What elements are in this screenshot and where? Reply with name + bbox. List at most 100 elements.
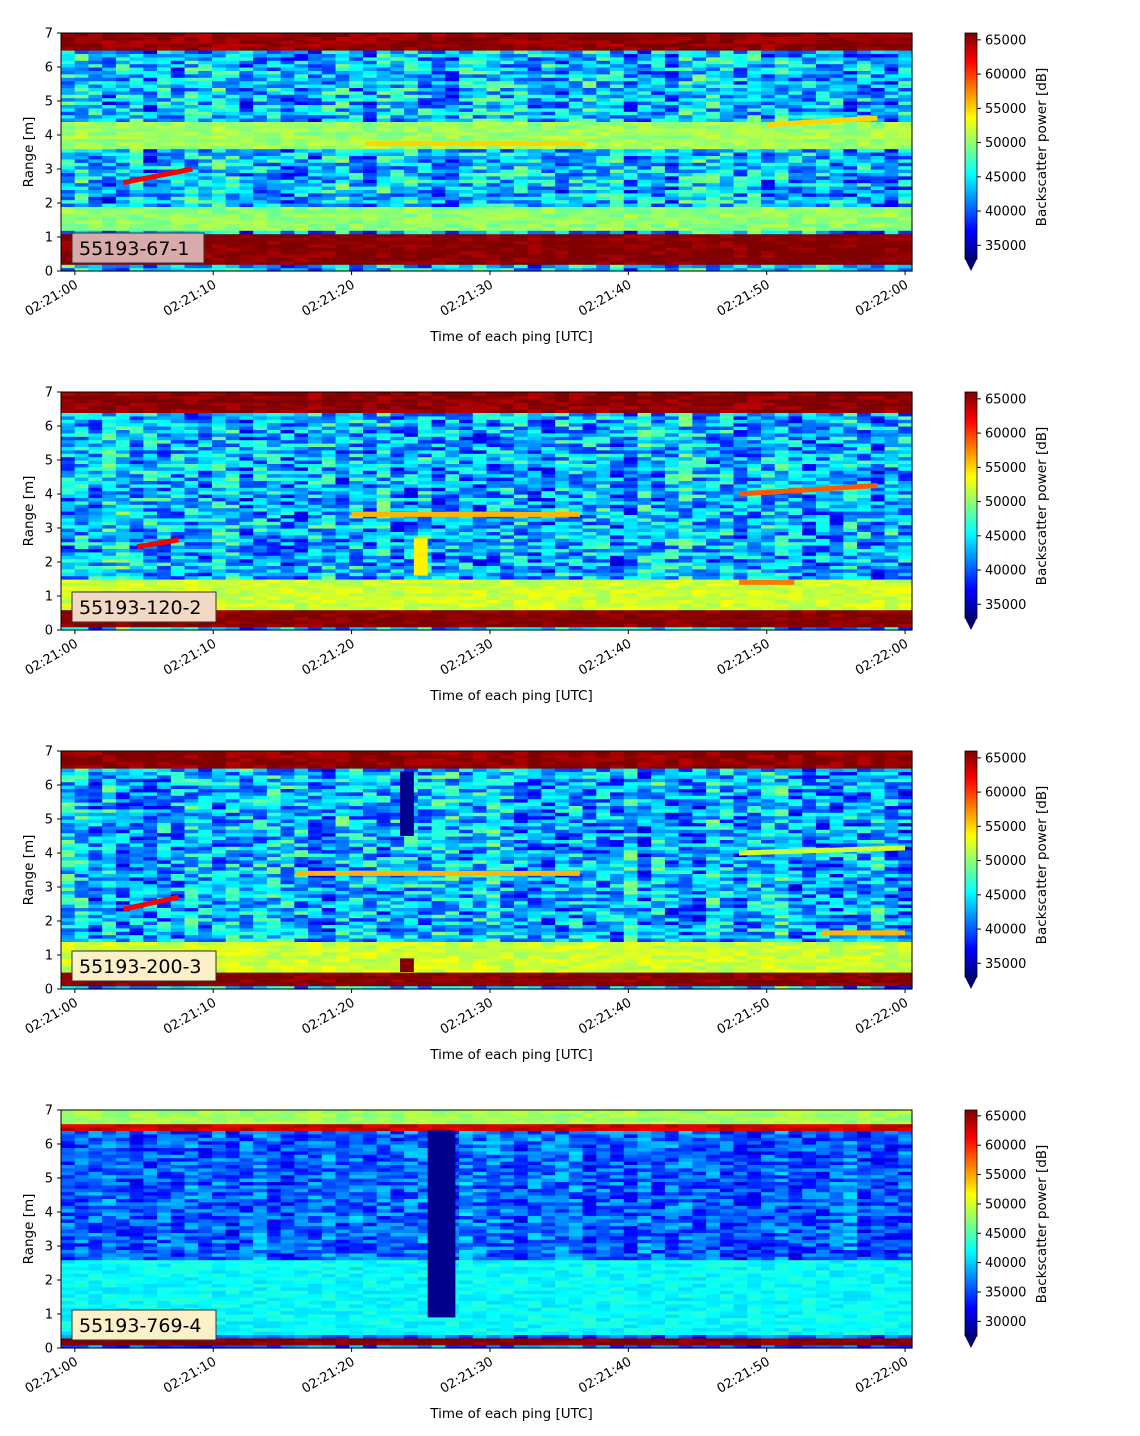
echo-trace-5 xyxy=(136,537,180,550)
colorbar-tick-label: 55000 xyxy=(985,102,1026,117)
y-tick-label: 6 xyxy=(45,1138,53,1153)
echo-trace-7 xyxy=(766,115,878,128)
plot-frame xyxy=(60,32,913,272)
colorbar-tick-label: 55000 xyxy=(985,820,1026,835)
x-axis-label: Time of each ping [UTC] xyxy=(429,1047,593,1063)
echo-column-9 xyxy=(400,958,414,972)
heatmap-cells xyxy=(61,392,913,631)
heatmap-cells xyxy=(61,33,913,272)
y-tick-label: 7 xyxy=(45,27,53,42)
x-tick-label: 02:21:00 xyxy=(23,636,81,678)
y-tick-label: 1 xyxy=(45,1308,53,1323)
colorbar-tick-label: 55000 xyxy=(985,1168,1026,1183)
colorbar-tick-label: 35000 xyxy=(985,239,1026,254)
x-tick-label: 02:21:30 xyxy=(438,995,496,1037)
x-tick-label: 02:21:50 xyxy=(715,636,773,678)
colorbar-tick-label: 60000 xyxy=(985,1139,1026,1154)
x-tick-label: 02:21:50 xyxy=(715,995,773,1037)
heatmap-panel-4: 0 1 2 3 4 5 6 7 02:21:00 02:21:10 02:21:20 02:21:30… xyxy=(21,1104,1050,1423)
badge-box xyxy=(71,950,217,982)
colorbar: 30000 35000 40000 45000 50000 55000 60000 65000… xyxy=(964,1109,1050,1348)
y-tick-label: 0 xyxy=(45,983,53,998)
badge-label: 55193-769-4 xyxy=(79,1315,202,1337)
y-tick-label: 3 xyxy=(45,1240,53,1255)
colorbar-tick-label: 55000 xyxy=(985,461,1026,476)
echo-trace-6 xyxy=(738,483,878,497)
x-axis-label: Time of each ping [UTC] xyxy=(429,329,593,345)
colorbar-tick-label: 50000 xyxy=(985,1197,1026,1212)
colorbar-extend-arrow xyxy=(965,618,977,630)
colorbar-tick-label: 40000 xyxy=(985,923,1026,938)
plot-frame xyxy=(60,391,913,631)
y-tick-label: 1 xyxy=(45,590,53,605)
badge-box xyxy=(71,1309,217,1341)
x-tick-label: 02:21:10 xyxy=(161,1354,219,1396)
colorbar-tick-label: 45000 xyxy=(985,888,1026,903)
colorbar-label: Backscatter power [dB] xyxy=(1034,1145,1050,1304)
colorbar-extend-arrow xyxy=(965,1336,977,1348)
y-tick-label: 0 xyxy=(45,265,53,280)
colorbar-tick-label: 45000 xyxy=(985,529,1026,544)
x-tick-label: 02:21:00 xyxy=(23,995,81,1037)
colorbar-tick-label: 35000 xyxy=(985,598,1026,613)
colorbar-extend-arrow xyxy=(965,259,977,271)
echo-column-8 xyxy=(413,538,428,576)
x-tick-label: 02:21:20 xyxy=(300,1354,358,1396)
y-axis-label: Range [m] xyxy=(21,835,37,906)
echo-column-8 xyxy=(400,771,414,836)
x-tick-label: 02:21:20 xyxy=(300,995,358,1037)
colorbar-frame xyxy=(964,391,978,619)
y-tick-label: 7 xyxy=(45,1104,53,1119)
x-tick-label: 02:21:10 xyxy=(161,995,219,1037)
x-axis-label: Time of each ping [UTC] xyxy=(429,688,593,704)
x-tick-label: 02:21:40 xyxy=(576,1354,634,1396)
sensor-id-badge: 55193-769-4 xyxy=(71,1309,217,1341)
y-tick-label: 3 xyxy=(45,522,53,537)
colorbar-label: Backscatter power [dB] xyxy=(1034,427,1050,586)
y-tick-label: 4 xyxy=(45,129,53,144)
colorbar-label: Backscatter power [dB] xyxy=(1034,68,1050,227)
y-tick-label: 7 xyxy=(45,386,53,401)
colorbar-tick-label: 65000 xyxy=(985,33,1026,48)
colorbar-tick-label: 60000 xyxy=(985,68,1026,83)
echo-column-5 xyxy=(427,1130,456,1318)
y-tick-label: 5 xyxy=(45,95,53,110)
y-tick-label: 6 xyxy=(45,779,53,794)
y-tick-label: 1 xyxy=(45,231,53,246)
heatmap-cells xyxy=(61,1110,913,1349)
x-tick-label: 02:21:30 xyxy=(438,277,496,319)
y-tick-label: 2 xyxy=(45,556,53,571)
y-axis-label: Range [m] xyxy=(21,117,37,188)
heatmap-panel-1: 0 1 2 3 4 5 6 7 02:21:00 02:21:10 02:21:20 02:21:30… xyxy=(21,27,1050,346)
colorbar-frame xyxy=(964,1109,978,1337)
echo-trace-6 xyxy=(738,845,906,856)
y-tick-label: 2 xyxy=(45,197,53,212)
colorbar-gradient xyxy=(965,1110,977,1336)
colorbar-tick-label: 30000 xyxy=(985,1315,1026,1330)
y-tick-label: 7 xyxy=(45,745,53,760)
colorbar-tick-label: 65000 xyxy=(985,392,1026,407)
heatmap-panel-2: 0 1 2 3 4 5 6 7 02:21:00 02:21:10 02:21:20 02:21:30… xyxy=(21,386,1050,705)
x-tick-label: 02:21:20 xyxy=(300,636,358,678)
y-tick-label: 5 xyxy=(45,813,53,828)
colorbar-tick-label: 40000 xyxy=(985,205,1026,220)
colorbar-tick-label: 35000 xyxy=(985,957,1026,972)
badge-label: 55193-120-2 xyxy=(79,597,202,619)
colorbar-tick-label: 40000 xyxy=(985,1256,1026,1271)
colorbar-tick-label: 45000 xyxy=(985,170,1026,185)
y-tick-label: 6 xyxy=(45,61,53,76)
x-tick-label: 02:21:50 xyxy=(715,1354,773,1396)
colorbar: 35000 40000 45000 50000 55000 60000 65000 Backs… xyxy=(964,391,1050,630)
y-axis-label: Range [m] xyxy=(21,476,37,547)
colorbar-label: Backscatter power [dB] xyxy=(1034,786,1050,945)
sensor-id-badge: 55193-200-3 xyxy=(71,950,217,982)
colorbar-tick-label: 65000 xyxy=(985,1109,1026,1124)
x-tick-label: 02:21:30 xyxy=(438,636,496,678)
plot-frame xyxy=(60,1109,913,1349)
y-tick-label: 3 xyxy=(45,881,53,896)
plot-frame xyxy=(60,750,913,990)
colorbar: 35000 40000 45000 50000 55000 60000 65000 Backs… xyxy=(964,32,1050,271)
x-tick-label: 02:21:40 xyxy=(576,636,634,678)
y-tick-label: 2 xyxy=(45,915,53,930)
